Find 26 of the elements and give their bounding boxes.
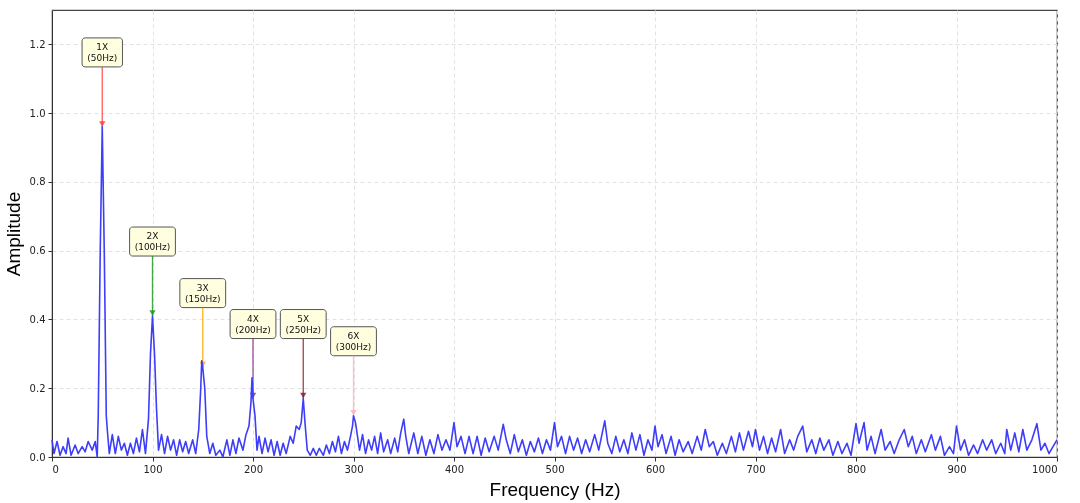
annotation: 4X (200Hz) — [235, 313, 271, 335]
y-tick-label: 0.8 — [29, 176, 46, 188]
y-tick-label: 0.0 — [29, 451, 46, 463]
y-tick-label: 1.2 — [29, 38, 46, 50]
x-tick-label: 500 — [545, 463, 565, 475]
x-tick-label: 600 — [645, 463, 666, 475]
x-tick-label: 300 — [344, 463, 364, 475]
y-axis-title: Amplitude — [2, 191, 24, 277]
x-tick-label: 700 — [746, 463, 766, 475]
x-tick-label: 800 — [846, 463, 867, 475]
y-tick-label: 0.2 — [29, 382, 46, 394]
annotation: 3X (150Hz) — [184, 282, 221, 304]
annotation: 1X (50Hz) — [87, 41, 118, 63]
annotation: 5X (250Hz) — [285, 313, 322, 335]
y-tick-label: 1.0 — [29, 107, 46, 119]
x-axis-title: Frequency (Hz) — [489, 478, 621, 500]
y-tick-label: 0.6 — [29, 245, 46, 257]
annotation: 2X (100Hz) — [134, 231, 171, 253]
x-tick-label: 0 — [52, 463, 59, 475]
x-tick-label: 1000 — [1032, 463, 1058, 475]
x-tick-label: 400 — [444, 463, 465, 475]
annotation: 6X (300Hz) — [335, 330, 372, 352]
x-tick-label: 200 — [243, 463, 264, 475]
x-tick-label: 900 — [947, 463, 967, 475]
x-tick-label: 100 — [143, 463, 163, 475]
y-tick-label: 0.4 — [29, 313, 46, 325]
